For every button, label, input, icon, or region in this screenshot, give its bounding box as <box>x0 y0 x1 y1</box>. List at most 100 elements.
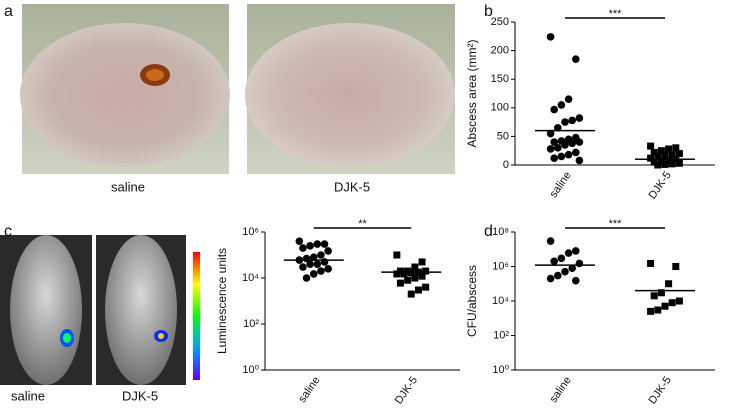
y-tick-label: 100 <box>491 102 509 114</box>
data-point <box>650 148 658 156</box>
significance-label: *** <box>609 218 623 230</box>
data-point <box>320 240 329 248</box>
data-point <box>546 237 555 245</box>
data-point <box>396 279 404 287</box>
data-point <box>299 263 307 271</box>
data-point <box>546 145 555 153</box>
data-point <box>657 157 665 165</box>
x-tick-label: saline <box>548 170 574 200</box>
data-point <box>550 257 558 266</box>
data-point <box>546 33 555 41</box>
data-point <box>393 251 401 259</box>
data-point <box>404 267 412 275</box>
data-point <box>564 150 573 159</box>
data-point <box>564 249 573 257</box>
y-tick-label: 10⁰ <box>242 364 259 376</box>
x-tick-label: saline <box>296 375 322 405</box>
panel-label: d <box>484 223 493 240</box>
data-point <box>572 247 580 255</box>
data-point <box>546 274 555 283</box>
data-point <box>411 274 419 282</box>
data-point <box>668 160 676 168</box>
data-point <box>572 276 580 285</box>
data-point <box>550 105 558 114</box>
data-point <box>654 306 662 314</box>
data-point <box>550 138 558 146</box>
panel-label: a <box>4 3 13 20</box>
y-tick-label: 10⁰ <box>492 364 509 376</box>
data-point <box>647 142 655 150</box>
photo-djk5 <box>245 4 455 174</box>
panel-label: b <box>484 3 493 20</box>
y-tick-label: 10⁸ <box>492 226 509 238</box>
y-axis-label: CFU/abscess <box>465 265 479 337</box>
data-point <box>393 270 401 278</box>
data-point <box>650 292 658 300</box>
data-point <box>414 286 422 294</box>
significance-label: *** <box>609 8 623 20</box>
caption: saline <box>111 179 145 194</box>
y-tick-label: 200 <box>491 45 509 57</box>
data-point <box>675 297 683 305</box>
data-point <box>668 299 676 307</box>
y-tick-label: 10² <box>243 318 259 330</box>
y-tick-label: 250 <box>491 16 509 28</box>
data-point <box>665 280 673 288</box>
data-point <box>554 144 562 152</box>
data-point <box>306 260 314 268</box>
data-point <box>422 283 430 291</box>
data-point <box>407 290 415 298</box>
data-point <box>313 260 322 268</box>
data-point <box>557 254 566 263</box>
data-point <box>561 141 569 149</box>
data-point <box>654 152 662 160</box>
data-point <box>324 247 332 255</box>
data-point <box>568 264 576 272</box>
y-axis-label: Luminescence units <box>215 248 229 354</box>
y-tick-label: 10⁶ <box>492 260 509 272</box>
x-tick-label: saline <box>548 375 574 405</box>
data-point <box>299 244 307 252</box>
data-point <box>306 242 314 250</box>
significance-label: ** <box>358 218 367 230</box>
data-point <box>668 151 676 159</box>
y-tick-label: 150 <box>491 73 509 85</box>
data-point <box>665 145 673 153</box>
caption: saline <box>11 388 45 403</box>
data-point <box>672 144 680 152</box>
data-point <box>550 154 558 162</box>
y-tick-label: 10⁴ <box>492 295 509 307</box>
data-point <box>309 253 318 262</box>
data-point <box>572 148 580 157</box>
x-tick-label: DJK-5 <box>646 170 673 202</box>
data-point <box>557 152 566 161</box>
data-point <box>309 270 318 278</box>
data-point <box>320 258 329 266</box>
y-tick-label: 10² <box>493 329 509 341</box>
data-point <box>647 154 655 162</box>
data-point <box>396 267 404 275</box>
data-point <box>661 160 669 168</box>
x-tick-label: DJK-5 <box>646 375 673 407</box>
y-tick-label: 50 <box>497 130 509 142</box>
data-point <box>411 263 419 271</box>
data-point <box>400 270 408 278</box>
data-point <box>557 101 566 109</box>
data-point <box>422 267 430 275</box>
data-point <box>575 259 584 268</box>
data-point <box>302 274 311 282</box>
data-point <box>546 129 555 138</box>
caption: DJK-5 <box>122 388 158 403</box>
photo-saline <box>20 4 230 174</box>
photo-luminescence <box>0 235 200 385</box>
data-point <box>568 116 576 125</box>
data-point <box>313 240 322 248</box>
data-point <box>575 114 584 122</box>
data-point <box>657 289 665 297</box>
data-point <box>675 150 683 158</box>
data-point <box>317 251 325 259</box>
data-point <box>418 258 426 266</box>
data-point <box>650 158 658 166</box>
data-point <box>568 139 576 148</box>
